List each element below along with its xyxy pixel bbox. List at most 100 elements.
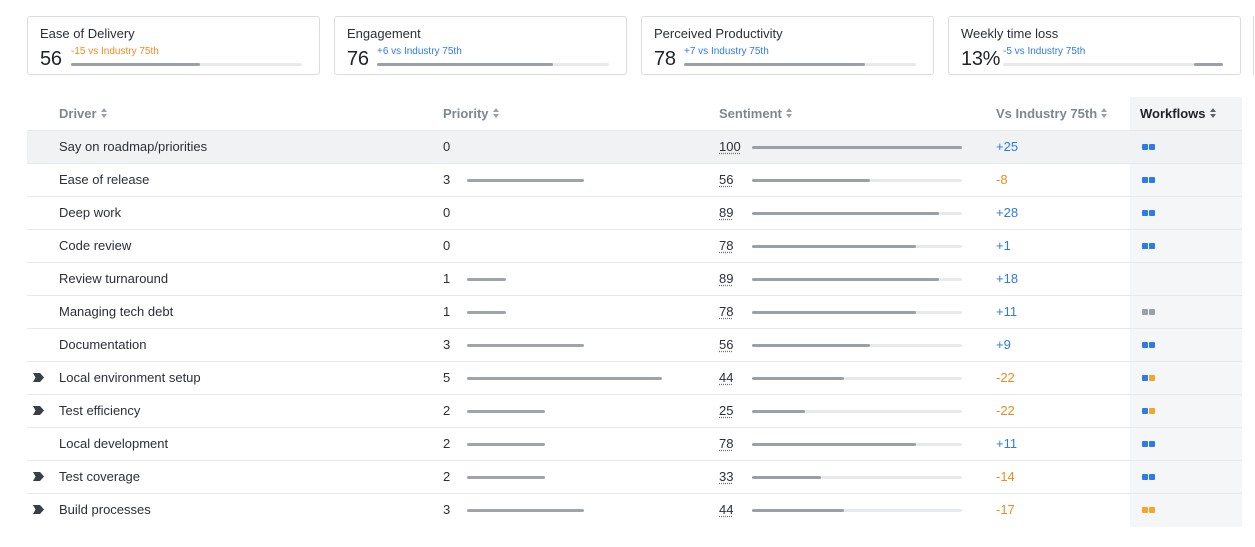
workflows-cell	[1130, 494, 1242, 527]
flag-marker-icon	[33, 472, 44, 481]
card-perceived-productivity[interactable]: Perceived Productivity 78 +7 vs Industry…	[641, 16, 934, 75]
sentiment-value[interactable]: 33	[719, 469, 734, 484]
workflow-dot-icon	[1149, 507, 1155, 513]
workflow-dot-icon	[1149, 375, 1155, 381]
vs-industry-value: -8	[996, 172, 1008, 187]
sort-icon	[1101, 108, 1108, 119]
sentiment-value[interactable]: 78	[719, 304, 734, 319]
table-header: Driver Priority Sentiment Vs Industry 75…	[27, 97, 1242, 130]
header-priority[interactable]: Priority	[443, 97, 499, 130]
card-progress-track	[1003, 63, 1223, 66]
card-ease-of-delivery[interactable]: Ease of Delivery 56 -15 vs Industry 75th	[27, 16, 320, 75]
vs-industry-value: -14	[996, 469, 1015, 484]
driver-name[interactable]: Managing tech debt	[59, 304, 174, 319]
priority-value: 3	[443, 502, 451, 517]
workflow-indicators[interactable]	[1142, 375, 1156, 381]
workflow-indicators[interactable]	[1142, 309, 1156, 315]
workflow-indicators[interactable]	[1142, 177, 1156, 183]
sentiment-track	[752, 377, 962, 380]
sentiment-bar	[752, 278, 939, 281]
sentiment-bar	[752, 476, 821, 479]
table-row[interactable]: Documentation 3 56 +9	[27, 328, 1242, 362]
workflow-indicators[interactable]	[1142, 243, 1156, 249]
driver-name[interactable]: Ease of release	[59, 172, 150, 187]
workflow-dot-icon	[1142, 408, 1148, 414]
sentiment-bar	[752, 410, 805, 413]
driver-name[interactable]: Deep work	[59, 205, 122, 220]
workflows-cell	[1130, 428, 1242, 461]
sentiment-value[interactable]: 56	[719, 172, 734, 187]
sentiment-track	[752, 278, 962, 281]
sentiment-value[interactable]: 78	[719, 238, 734, 253]
card-engagement[interactable]: Engagement 76 +6 vs Industry 75th	[334, 16, 627, 75]
sentiment-value[interactable]: 89	[719, 271, 734, 286]
table-row[interactable]: Say on roadmap/priorities 0 100 +25	[27, 130, 1242, 163]
flag-marker-icon	[33, 505, 44, 514]
card-title: Ease of Delivery	[40, 26, 135, 41]
sentiment-value[interactable]: 78	[719, 436, 734, 451]
table-row[interactable]: Local development 2 78 +11	[27, 427, 1242, 461]
workflow-indicators[interactable]	[1142, 441, 1156, 447]
sentiment-value[interactable]: 56	[719, 337, 734, 352]
header-priority-label: Priority	[443, 106, 489, 121]
driver-name[interactable]: Documentation	[59, 337, 147, 352]
table-row[interactable]: Local environment setup 5 44 -22	[27, 361, 1242, 395]
workflow-dot-icon	[1149, 408, 1155, 414]
sentiment-value[interactable]: 44	[719, 502, 734, 517]
sentiment-value[interactable]: 25	[719, 403, 734, 418]
drivers-table: Driver Priority Sentiment Vs Industry 75…	[27, 97, 1242, 527]
card-delta: -5 vs Industry 75th	[1003, 46, 1086, 57]
summary-cards: Ease of Delivery 56 -15 vs Industry 75th…	[27, 16, 1255, 77]
sentiment-track	[752, 410, 962, 413]
table-row[interactable]: Managing tech debt 1 78 +11	[27, 295, 1242, 329]
vs-industry-value: +11	[996, 436, 1018, 451]
table-row[interactable]: Code review 0 78 +1	[27, 229, 1242, 263]
workflow-indicators[interactable]	[1142, 210, 1156, 216]
workflow-indicators[interactable]	[1142, 507, 1156, 513]
driver-name[interactable]: Test efficiency	[59, 403, 141, 418]
table-row[interactable]: Test coverage 2 33 -14	[27, 460, 1242, 494]
table-row[interactable]: Test efficiency 2 25 -22	[27, 394, 1242, 428]
priority-value: 2	[443, 403, 451, 418]
table-row[interactable]: Review turnaround 1 89 +18	[27, 262, 1242, 296]
workflow-indicators[interactable]	[1142, 342, 1156, 348]
vs-industry-value: +11	[996, 304, 1018, 319]
driver-name[interactable]: Local development	[59, 436, 169, 451]
driver-name[interactable]: Local environment setup	[59, 370, 201, 385]
sentiment-track	[752, 245, 962, 248]
sentiment-value[interactable]: 100	[719, 139, 741, 154]
vs-industry-value: +18	[996, 271, 1019, 286]
sentiment-bar	[752, 443, 916, 446]
header-workflows-label: Workflows	[1140, 106, 1206, 121]
workflow-dot-icon	[1142, 177, 1148, 183]
table-row[interactable]: Deep work 0 89 +28	[27, 196, 1242, 230]
table-row[interactable]: Ease of release 3 56 -8	[27, 163, 1242, 197]
card-delta: +7 vs Industry 75th	[684, 46, 769, 57]
table-row[interactable]: Build processes 3 44 -17	[27, 493, 1242, 527]
header-driver[interactable]: Driver	[59, 97, 107, 130]
workflow-indicators[interactable]	[1142, 474, 1156, 480]
sentiment-value[interactable]: 44	[719, 370, 734, 385]
driver-name[interactable]: Code review	[59, 238, 132, 253]
header-sentiment[interactable]: Sentiment	[719, 97, 792, 130]
workflows-cell	[1130, 164, 1242, 197]
driver-name[interactable]: Test coverage	[59, 469, 140, 484]
card-weekly-time-loss[interactable]: Weekly time loss 13% -5 vs Industry 75th	[948, 16, 1241, 75]
workflows-cell	[1130, 461, 1242, 494]
priority-value: 3	[443, 172, 451, 187]
sentiment-value[interactable]: 89	[719, 205, 734, 220]
header-vs-industry[interactable]: Vs Industry 75th	[996, 97, 1108, 130]
driver-name[interactable]: Say on roadmap/priorities	[59, 139, 208, 154]
header-workflows[interactable]: Workflows	[1130, 97, 1242, 130]
driver-name[interactable]: Review turnaround	[59, 271, 169, 286]
driver-name[interactable]: Build processes	[59, 502, 151, 517]
workflows-cell	[1130, 329, 1242, 362]
workflow-indicators[interactable]	[1142, 408, 1156, 414]
workflow-indicators[interactable]	[1142, 144, 1156, 150]
sort-icon	[100, 108, 107, 119]
priority-value: 2	[443, 436, 451, 451]
card-progress-fill	[377, 63, 554, 66]
sentiment-bar	[752, 245, 916, 248]
priority-bar	[467, 278, 506, 281]
priority-value: 5	[443, 370, 451, 385]
